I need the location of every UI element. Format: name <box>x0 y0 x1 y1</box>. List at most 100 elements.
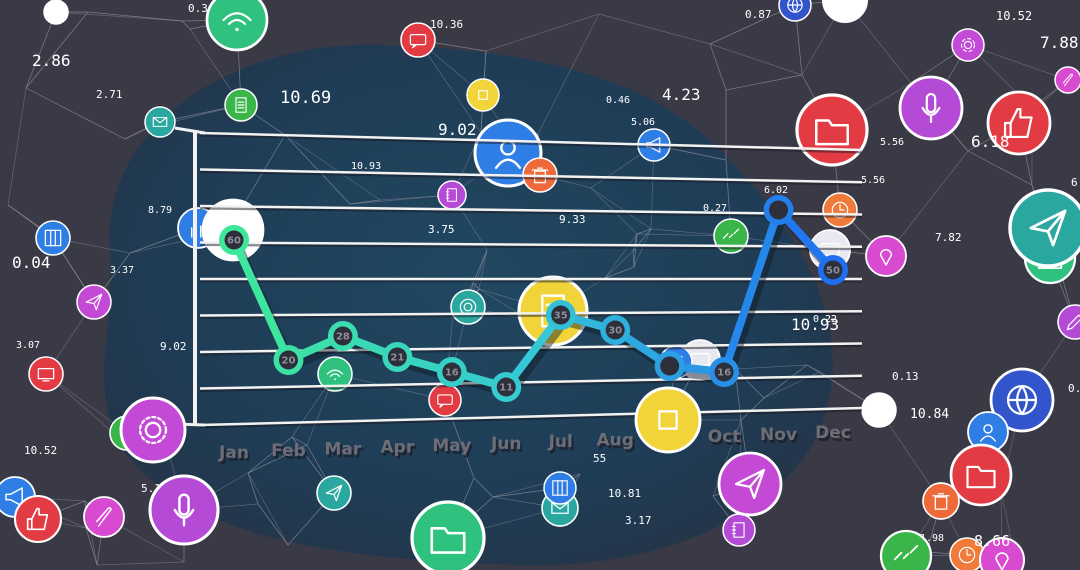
gridline-shadow <box>199 206 863 218</box>
bubble-circle <box>951 28 985 62</box>
data-point-core <box>551 305 571 325</box>
x-tick-label-shadow: Jul <box>550 435 575 455</box>
bubble-circle <box>205 0 269 52</box>
network-line <box>247 436 293 474</box>
network-line <box>25 87 126 140</box>
global-icon <box>1006 384 1038 416</box>
floating-number: 5.56 <box>880 137 904 148</box>
network-line <box>632 250 635 268</box>
network-line <box>967 150 1033 186</box>
bubble-circle <box>979 537 1025 570</box>
icon-bubble <box>317 356 353 392</box>
network-line <box>257 503 289 546</box>
bubble-circle <box>949 443 1013 507</box>
network-line <box>709 43 727 91</box>
x-tick-label-shadow: May <box>434 439 473 459</box>
floating-number: 5.56 <box>861 175 885 186</box>
bubble-circle <box>634 386 702 454</box>
network-line <box>734 368 765 399</box>
floating-number: 10.52 <box>996 9 1032 23</box>
network-line <box>590 187 652 230</box>
icon-bubble <box>898 75 964 141</box>
floating-numbers: 0.3 10.36 0.87 10.52 7.88 2.86 2.71 10.69 4.23 0.… <box>12 2 1080 550</box>
trash-icon <box>934 496 948 510</box>
data-label: 20 <box>281 356 295 367</box>
data-label: 28 <box>336 332 350 343</box>
document-icon <box>235 97 247 113</box>
floating-number: 1.98 <box>920 533 944 544</box>
cloud-icon <box>870 404 888 414</box>
floating-number: 0.46 <box>606 95 630 106</box>
document-icon <box>237 101 245 109</box>
x-tick-label: Jan <box>218 443 249 463</box>
data-point-core <box>442 362 462 382</box>
map-icon <box>557 480 563 496</box>
network-line <box>247 444 308 474</box>
series-segment <box>502 311 565 391</box>
pin-icon <box>879 249 893 266</box>
tag-icon <box>658 410 678 430</box>
network-line <box>806 364 821 373</box>
x-tick-label: Mar <box>325 439 362 459</box>
clock-icon <box>966 549 972 556</box>
bubble-circle <box>76 284 112 320</box>
data-point-core <box>605 320 625 340</box>
data-point: 21 <box>382 342 413 372</box>
send-icon <box>325 484 343 502</box>
notebook-icon <box>731 525 736 535</box>
gridline-shadow <box>199 243 863 251</box>
x-tick-label: May <box>432 436 471 456</box>
notebook-icon <box>445 191 450 199</box>
settings-icon <box>960 37 976 53</box>
gridline-shadow <box>199 170 863 186</box>
x-tick-label: Feb <box>271 441 306 461</box>
folder-icon <box>430 526 466 554</box>
paperclip-icon <box>96 507 112 527</box>
data-point-core <box>714 362 734 382</box>
floating-number: 10.36 <box>430 18 463 31</box>
network-line <box>485 13 600 52</box>
user-icon <box>494 158 522 170</box>
data-point-core <box>224 230 244 250</box>
network-line <box>967 44 1069 81</box>
floating-number: 3.07 <box>16 340 40 351</box>
x-tick-label-shadow: Jan <box>220 446 251 466</box>
icon-bubble <box>795 93 869 167</box>
bubble-circle <box>28 356 64 392</box>
x-tick-label-shadow: Mar <box>327 442 364 462</box>
data-label: 35 <box>554 311 568 322</box>
icon-bubble <box>450 289 486 325</box>
folder-icon <box>815 119 849 146</box>
bubble-circle <box>717 451 783 517</box>
icon-bubble <box>119 396 187 464</box>
gridline-shadow <box>199 311 863 319</box>
network-line <box>25 11 89 89</box>
thumbs-up-icon <box>26 507 49 531</box>
bubble-circle <box>1057 304 1080 340</box>
icon-bubble <box>400 22 436 58</box>
x-tick-label-shadow: Dec <box>817 426 853 446</box>
floating-number: 6.24 <box>1071 176 1080 189</box>
icon-bubble <box>717 451 783 517</box>
gridline <box>199 168 863 184</box>
network-line <box>291 436 308 446</box>
icon-bubble <box>410 500 486 570</box>
x-tick-label-shadow: Jun <box>492 437 524 457</box>
floating-number: 3.17 <box>625 514 652 527</box>
bubble-circle <box>400 22 436 58</box>
bubble-circle <box>316 475 352 511</box>
chat-icon <box>439 403 445 408</box>
icon-bubble <box>951 28 985 62</box>
network-line <box>473 477 494 498</box>
bubble-circle <box>119 396 187 464</box>
bubble-circle <box>1008 188 1080 268</box>
floating-number: 4.23 <box>662 85 701 104</box>
data-point-core <box>769 200 789 220</box>
floating-number: 2.86 <box>32 51 71 70</box>
send-icon <box>85 293 103 311</box>
icon-bubble <box>949 443 1013 507</box>
icon-bubble <box>148 474 220 546</box>
icon-bubble <box>1057 304 1080 340</box>
